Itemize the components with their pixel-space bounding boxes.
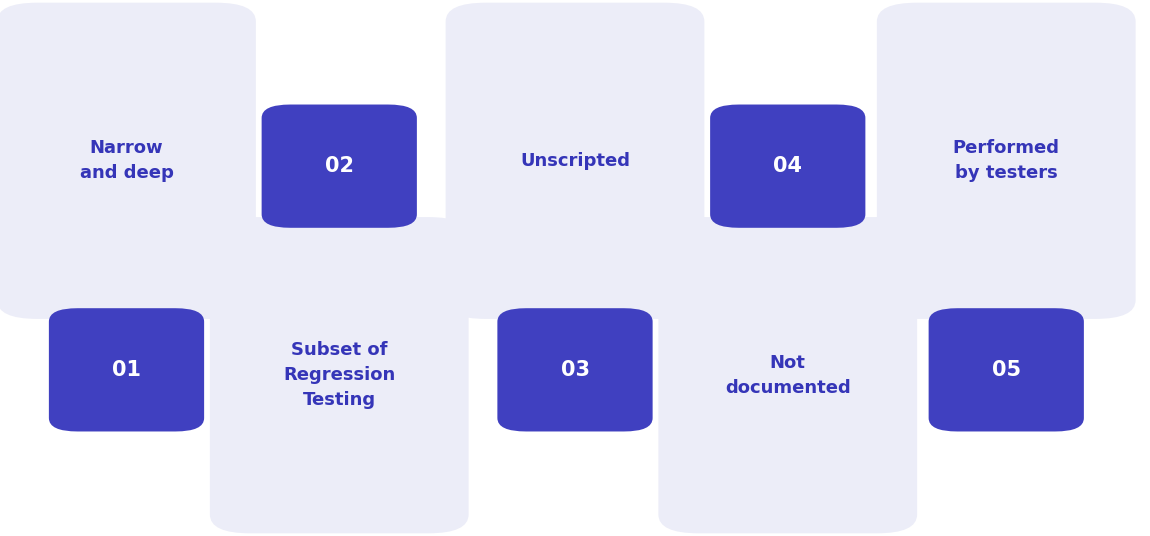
FancyBboxPatch shape [209, 217, 469, 533]
FancyBboxPatch shape [658, 217, 918, 533]
FancyBboxPatch shape [877, 3, 1136, 319]
FancyBboxPatch shape [0, 3, 255, 319]
Text: 05: 05 [991, 360, 1021, 380]
FancyBboxPatch shape [48, 308, 205, 431]
Text: Unscripted: Unscripted [520, 152, 630, 170]
Text: 01: 01 [112, 360, 141, 380]
Text: 04: 04 [773, 156, 803, 176]
Text: Narrow
and deep: Narrow and deep [79, 139, 174, 182]
Text: Not
documented: Not documented [724, 354, 851, 397]
FancyBboxPatch shape [711, 105, 866, 228]
FancyBboxPatch shape [262, 105, 417, 228]
Text: 02: 02 [324, 156, 354, 176]
FancyBboxPatch shape [497, 308, 653, 431]
FancyBboxPatch shape [929, 308, 1083, 431]
Text: 03: 03 [560, 360, 590, 380]
Text: Subset of
Regression
Testing: Subset of Regression Testing [283, 341, 396, 409]
FancyBboxPatch shape [445, 3, 704, 319]
Text: Performed
by testers: Performed by testers [952, 139, 1060, 182]
